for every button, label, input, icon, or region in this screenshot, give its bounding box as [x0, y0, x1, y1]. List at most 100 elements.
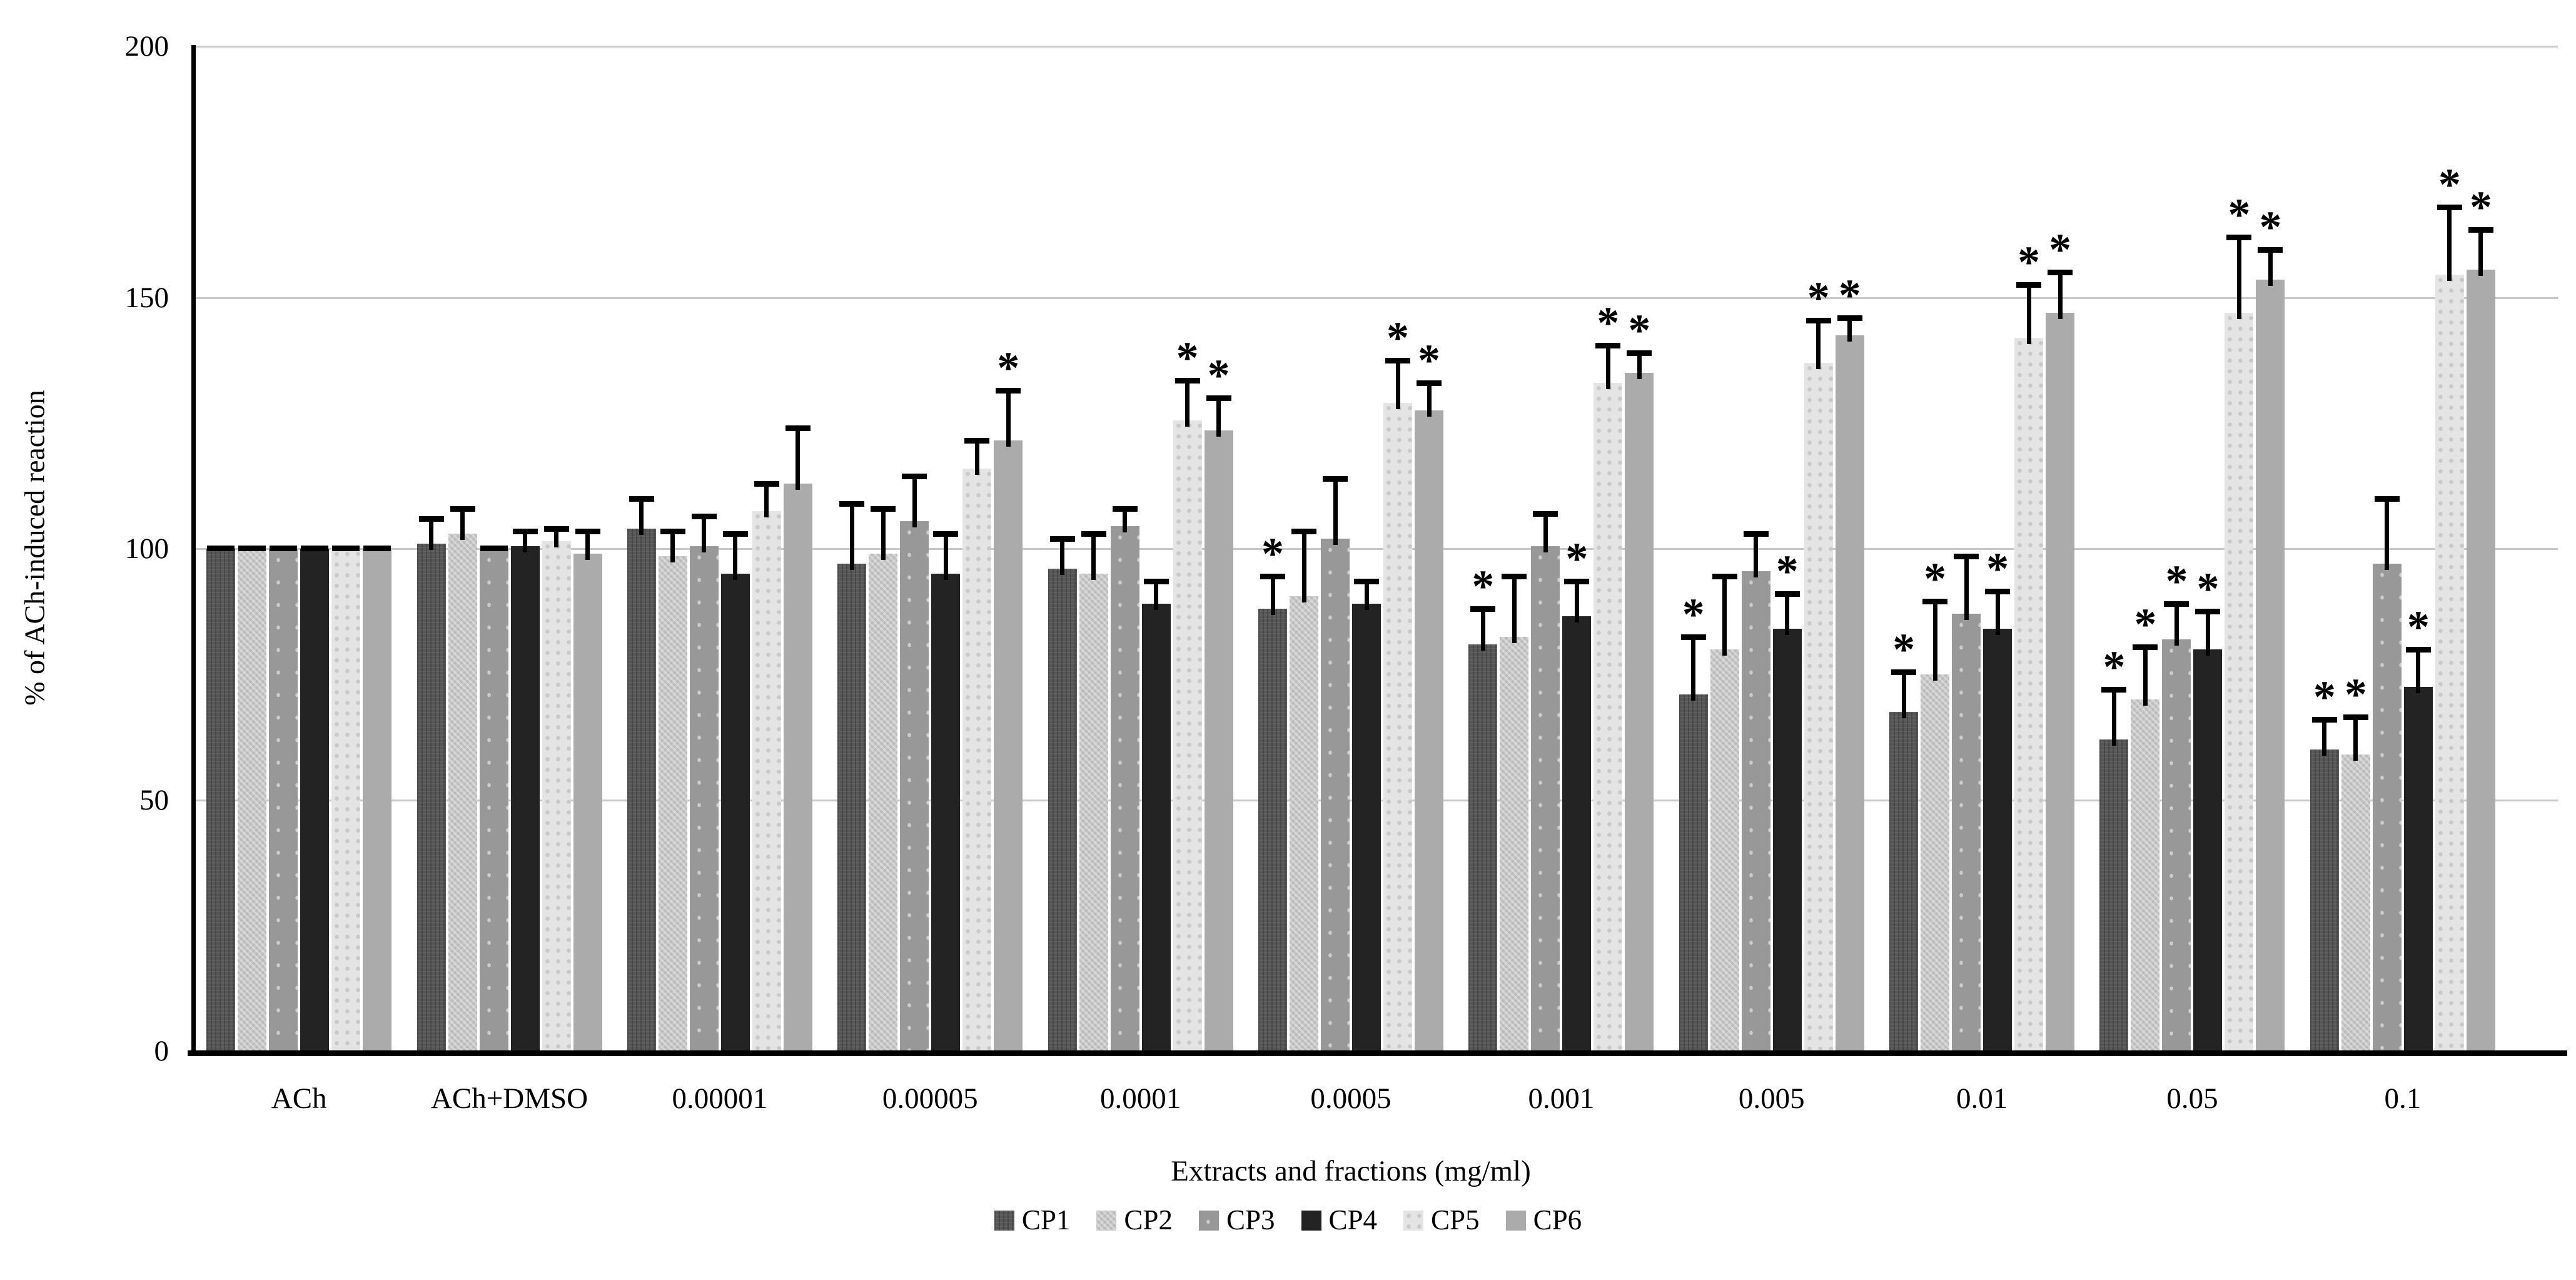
- bar-CP5-ACh: [331, 549, 361, 1051]
- bar-CP2-0.0001: [1079, 574, 1108, 1051]
- error-bar-stem: [460, 508, 465, 540]
- legend-item-CP5: CP5: [1403, 1206, 1480, 1234]
- error-bar-cap: [1743, 531, 1769, 537]
- error-bar-stem: [2416, 649, 2421, 693]
- error-bar-cap: [2437, 204, 2462, 210]
- bar-CP3-0.1: [2372, 564, 2402, 1051]
- bar-CP2-0.0005: [1290, 596, 1318, 1051]
- significance-asterisk: *: [1176, 332, 1199, 383]
- error-bar-stem: [1512, 576, 1517, 643]
- bar-CP5-0.0005: [1383, 403, 1412, 1051]
- y-tick-label: 50: [139, 783, 169, 816]
- bar-CP5-0.1: [2435, 275, 2464, 1051]
- error-bar-stem: [1395, 360, 1400, 410]
- error-bar-stem: [849, 503, 854, 571]
- x-tick-label: ACh+DMSO: [430, 1082, 588, 1115]
- significance-asterisk: *: [2049, 225, 2072, 275]
- significance-asterisk: *: [2103, 641, 2126, 692]
- error-bar-stem: [1364, 581, 1369, 611]
- bar-CP5-0.001: [1594, 383, 1623, 1051]
- error-bar-cap: [1354, 579, 1379, 585]
- x-tick-label: 0.05: [2166, 1082, 2218, 1115]
- error-bar-stem: [1270, 576, 1275, 616]
- bar-CP2-0.005: [1710, 649, 1739, 1051]
- error-bar-cap: [480, 546, 508, 551]
- bar-CP4-0.01: [1983, 629, 2013, 1051]
- error-bar-cap: [2048, 270, 2073, 276]
- error-bar-stem: [796, 428, 801, 490]
- error-bar-stem: [2174, 604, 2179, 646]
- bar-CP2-0.00001: [658, 556, 687, 1051]
- bar-CP2-0.01: [1921, 674, 1950, 1051]
- error-bar-cap: [1680, 634, 1706, 640]
- error-bar-cap: [2195, 609, 2221, 615]
- error-bar-cap: [1774, 591, 1800, 597]
- error-bar-stem: [764, 483, 769, 517]
- bar-CP1-ACh: [206, 549, 236, 1051]
- error-bar-cap: [2101, 686, 2127, 693]
- significance-asterisk: *: [2018, 237, 2041, 288]
- legend-item-CP3: CP3: [1198, 1204, 1275, 1236]
- bar-CP4-0.1: [2403, 686, 2433, 1051]
- error-bar-cap: [1417, 380, 1442, 386]
- bar-CP3-ACh: [269, 549, 298, 1051]
- significance-asterisk: *: [997, 343, 1020, 394]
- bar-CP1-0.0005: [1258, 609, 1287, 1051]
- error-bar-stem: [639, 498, 644, 535]
- error-bar-cap: [2311, 717, 2337, 723]
- significance-asterisk: *: [2259, 202, 2282, 253]
- error-bar-stem: [2143, 646, 2148, 706]
- error-bar-cap: [1627, 350, 1652, 356]
- significance-asterisk: *: [2134, 599, 2157, 649]
- significance-asterisk: *: [1418, 335, 1440, 385]
- significance-asterisk: *: [2469, 182, 2492, 233]
- significance-asterisk: *: [1986, 544, 2009, 594]
- error-bar-cap: [1954, 554, 1979, 560]
- error-bar-cap: [1323, 475, 1348, 482]
- bar-CP2-0.1: [2341, 754, 2370, 1051]
- significance-asterisk: *: [1924, 554, 1947, 604]
- legend-label: CP3: [1226, 1204, 1275, 1236]
- bar-CP5-0.00005: [962, 468, 992, 1051]
- bar-CP1-0.00005: [837, 564, 867, 1051]
- error-bar-cap: [1533, 510, 1558, 517]
- legend-item-CP6: CP6: [1505, 1204, 1582, 1236]
- bar-CP2-ACh+DMSO: [448, 533, 477, 1051]
- bar-CP3-0.0005: [1321, 538, 1350, 1051]
- legend-label: CP5: [1431, 1204, 1480, 1236]
- legend-label: CP6: [1533, 1204, 1582, 1236]
- error-bar-stem: [2268, 250, 2273, 287]
- bar-CP3-0.00001: [689, 546, 719, 1051]
- error-bar-stem: [1091, 533, 1096, 581]
- bar-CP3-0.001: [1531, 546, 1560, 1051]
- significance-asterisk: *: [1807, 272, 1830, 323]
- error-bar-stem: [1964, 556, 1969, 621]
- error-bar-stem: [2447, 206, 2452, 282]
- x-tick-label: 0.1: [2384, 1082, 2422, 1115]
- x-tick-label: 0.005: [1738, 1082, 1805, 1115]
- bar-CP4-0.0005: [1352, 604, 1381, 1051]
- x-tick-label: 0.00005: [882, 1082, 978, 1115]
- bar-CP3-0.05: [2162, 639, 2191, 1051]
- error-bar-cap: [1206, 395, 1231, 402]
- bar-CP6-0.0005: [1415, 410, 1443, 1051]
- error-bar-stem: [585, 531, 590, 561]
- bar-CP5-0.01: [2014, 337, 2044, 1051]
- error-bar-stem: [2058, 272, 2063, 319]
- significance-asterisk: *: [2344, 669, 2367, 719]
- significance-asterisk: *: [2228, 190, 2251, 240]
- error-bar-cap: [1385, 357, 1410, 363]
- y-tick-label: 150: [124, 281, 169, 314]
- error-bar-cap: [543, 526, 569, 532]
- bar-CP6-0.00001: [783, 483, 812, 1051]
- error-bar-stem: [1216, 398, 1221, 437]
- error-bar-cap: [691, 513, 717, 519]
- bar-CP5-ACh+DMSO: [542, 541, 571, 1051]
- bar-CP4-0.005: [1772, 629, 1802, 1051]
- error-bar-cap: [1143, 579, 1169, 585]
- error-bar-stem: [670, 531, 675, 563]
- error-bar-cap: [839, 500, 865, 507]
- error-bar-cap: [902, 473, 927, 479]
- error-bar-cap: [1985, 589, 2011, 595]
- error-bar-cap: [2226, 235, 2252, 241]
